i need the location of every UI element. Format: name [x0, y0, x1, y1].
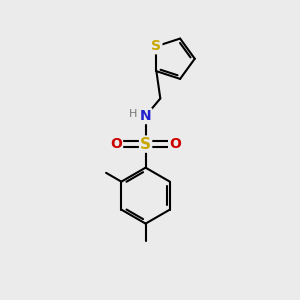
Text: N: N: [140, 109, 152, 123]
Text: H: H: [129, 110, 137, 119]
Text: S: S: [140, 136, 151, 152]
Text: O: O: [110, 137, 122, 151]
Text: S: S: [152, 39, 161, 53]
Text: O: O: [169, 137, 181, 151]
